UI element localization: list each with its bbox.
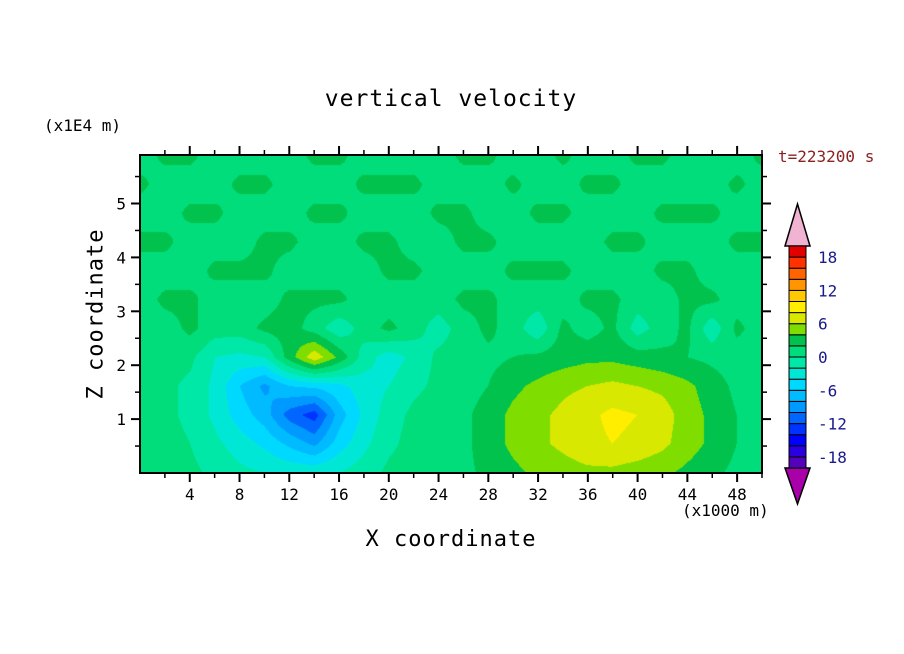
colorbar-segment xyxy=(788,334,807,347)
y-tick-label: 2 xyxy=(116,356,126,375)
x-tick-label: 16 xyxy=(329,485,348,504)
y-tick-label: 4 xyxy=(116,248,126,267)
colorbar-tick-label: -12 xyxy=(818,415,847,434)
x-tick-label: 8 xyxy=(235,485,245,504)
x-tick-label: 40 xyxy=(628,485,647,504)
x-axis-unit-label: (x1000 m) xyxy=(682,501,769,520)
x-tick-label: 32 xyxy=(528,485,547,504)
colorbar-segment xyxy=(788,312,807,325)
colorbar-segment xyxy=(788,289,807,302)
colorbar-segment xyxy=(788,345,807,358)
colorbar-segment xyxy=(788,400,807,413)
colorbar-segment xyxy=(788,389,807,402)
y-tick-label: 5 xyxy=(116,195,126,214)
contour-canvas xyxy=(140,155,762,473)
x-tick-label: 24 xyxy=(429,485,448,504)
colorbar-segment xyxy=(788,245,807,258)
colorbar-segment xyxy=(788,412,807,425)
colorbar-segment xyxy=(788,267,807,280)
y-tick-label: 3 xyxy=(116,302,126,321)
x-tick-label: 12 xyxy=(280,485,299,504)
colorbar-top-arrow xyxy=(783,201,812,247)
colorbar-segment xyxy=(788,434,807,447)
colorbar-tick-label: -18 xyxy=(818,448,847,467)
chart-title: vertical velocity xyxy=(324,86,578,112)
colorbar-segment xyxy=(788,301,807,314)
colorbar-segment xyxy=(788,378,807,391)
colorbar-tick-label: 12 xyxy=(818,281,837,300)
x-tick-label: 28 xyxy=(479,485,498,504)
colorbar-segment xyxy=(788,278,807,291)
colorbar-segment xyxy=(788,356,807,369)
time-label: t=223200 s xyxy=(778,147,875,166)
x-axis-title: X coordinate xyxy=(365,527,537,552)
y-axis-title: Z coordinate xyxy=(83,228,109,400)
colorbar-bottom-arrow xyxy=(783,467,812,507)
colorbar-segment xyxy=(788,423,807,436)
colorbar-tick-label: 0 xyxy=(818,348,828,367)
colorbar-segment xyxy=(788,323,807,336)
y-axis-unit-label: (x1E4 m) xyxy=(44,116,122,135)
colorbar-segment xyxy=(788,256,807,269)
colorbar-tick-label: 18 xyxy=(818,248,837,267)
x-tick-label: 20 xyxy=(379,485,398,504)
x-tick-label: 36 xyxy=(578,485,597,504)
colorbar-tick-label: -6 xyxy=(818,381,837,400)
x-tick-label: 4 xyxy=(185,485,195,504)
colorbar-tick-label: 6 xyxy=(818,315,828,334)
colorbar-segment xyxy=(788,367,807,380)
y-tick-label: 1 xyxy=(116,410,126,429)
colorbar-segment xyxy=(788,456,807,469)
colorbar-segment xyxy=(788,445,807,458)
